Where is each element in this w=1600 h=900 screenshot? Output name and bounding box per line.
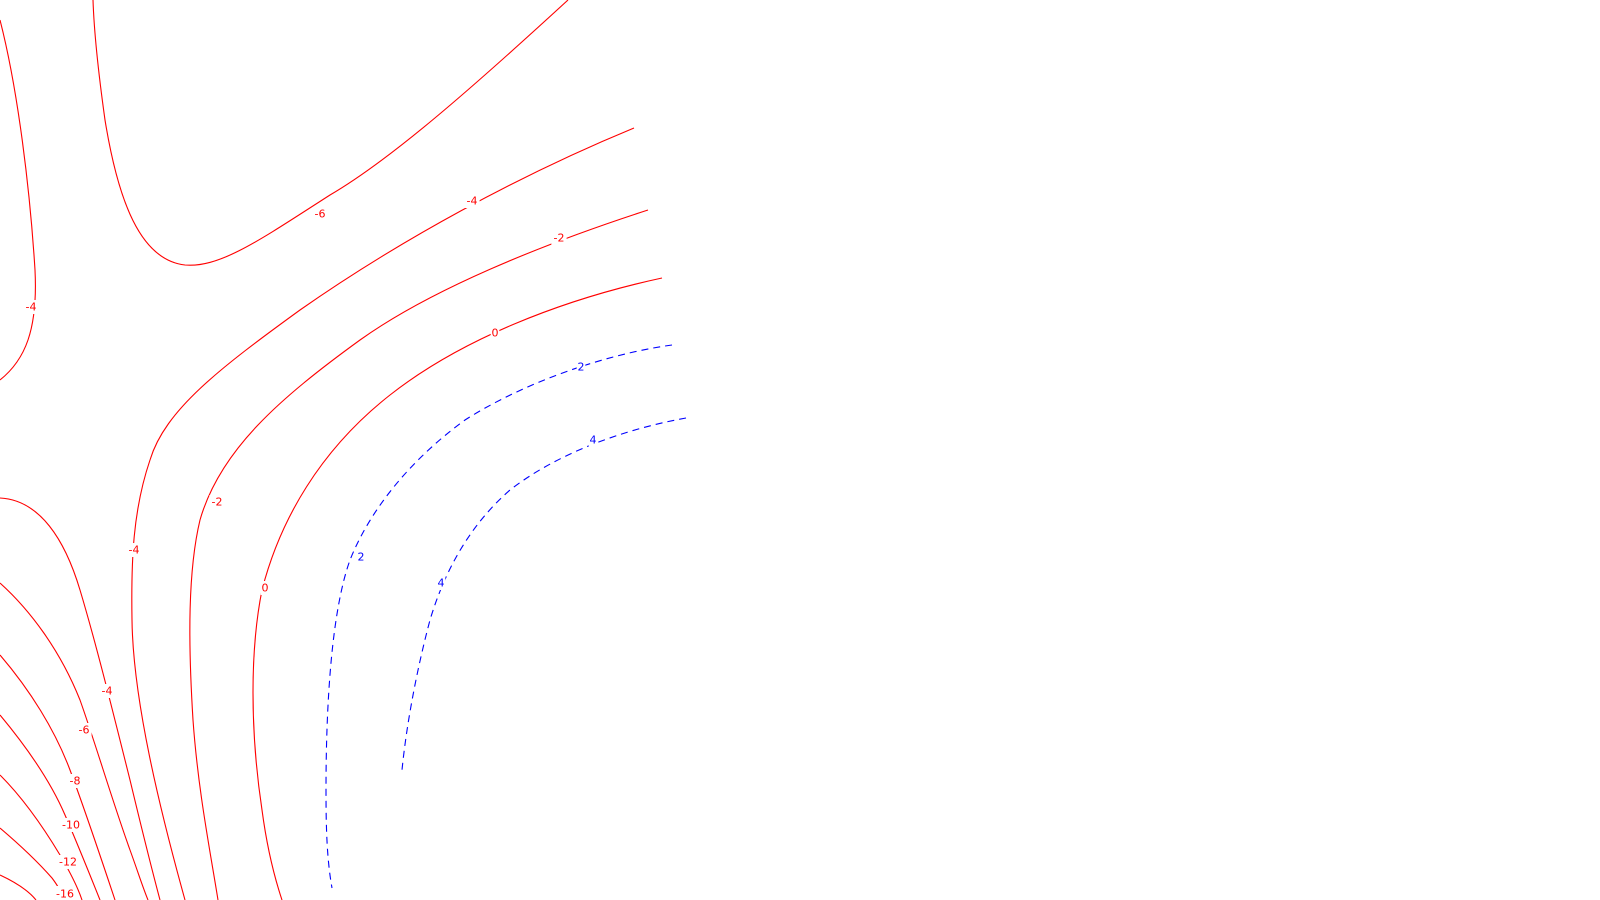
contour-line-level-neg10 — [0, 714, 101, 900]
contour-label-background — [260, 581, 270, 595]
contour-label-background — [60, 818, 82, 832]
contour-line-level-neg16 — [0, 874, 37, 900]
contour-line-level-neg4 — [0, 497, 161, 900]
contour-line-level-neg8 — [0, 654, 116, 900]
contour-lines — [0, 0, 687, 900]
contour-label-background — [209, 495, 225, 509]
contour-label: 2 — [578, 361, 585, 374]
contour-label: -4 — [467, 195, 478, 208]
contour-label-background — [464, 194, 480, 208]
contour-label: 0 — [262, 582, 269, 595]
contour-line-level-neg4 — [131, 127, 635, 900]
contour-label: -2 — [212, 496, 223, 509]
contour-label: -2 — [554, 232, 565, 245]
contour-label-background — [54, 887, 76, 900]
contour-label-background — [436, 576, 446, 590]
contour-line-level-neg12 — [0, 774, 83, 900]
contour-label-background — [99, 684, 115, 698]
contour-label: -4 — [102, 685, 113, 698]
contour-line-level-2 — [325, 344, 673, 889]
contour-label-background — [356, 550, 366, 564]
contour-label: -16 — [56, 888, 74, 900]
contour-label-background — [551, 231, 567, 245]
contour-label: -6 — [79, 724, 90, 737]
contour-label-background — [576, 360, 586, 374]
contour-line-level-neg2 — [189, 209, 649, 900]
contour-label: -8 — [70, 775, 81, 788]
contour-label: -12 — [59, 856, 77, 869]
contour-line-level-neg4 — [0, 19, 36, 381]
contour-label-background — [126, 543, 142, 557]
contour-label-background — [76, 723, 92, 737]
contour-label: -4 — [129, 544, 140, 557]
contour-label-background — [490, 326, 500, 340]
contour-label-background — [588, 433, 598, 447]
contour-label: -6 — [315, 208, 326, 221]
contour-label: 4 — [590, 434, 597, 447]
contour-line-level-4 — [401, 417, 687, 771]
contour-label-background — [67, 774, 83, 788]
contour-label: 2 — [358, 551, 365, 564]
contour-line-level-0 — [252, 277, 663, 900]
contour-label: -4 — [26, 301, 37, 314]
contour-label: 0 — [492, 327, 499, 340]
contour-label: 4 — [438, 577, 445, 590]
contour-label-background — [57, 855, 79, 869]
contour-label-background — [23, 300, 39, 314]
contour-line-level-neg6 — [0, 582, 149, 900]
contour-label-background — [312, 207, 328, 221]
contour-line-level-neg6 — [92, 0, 569, 266]
contour-label: -10 — [62, 819, 80, 832]
